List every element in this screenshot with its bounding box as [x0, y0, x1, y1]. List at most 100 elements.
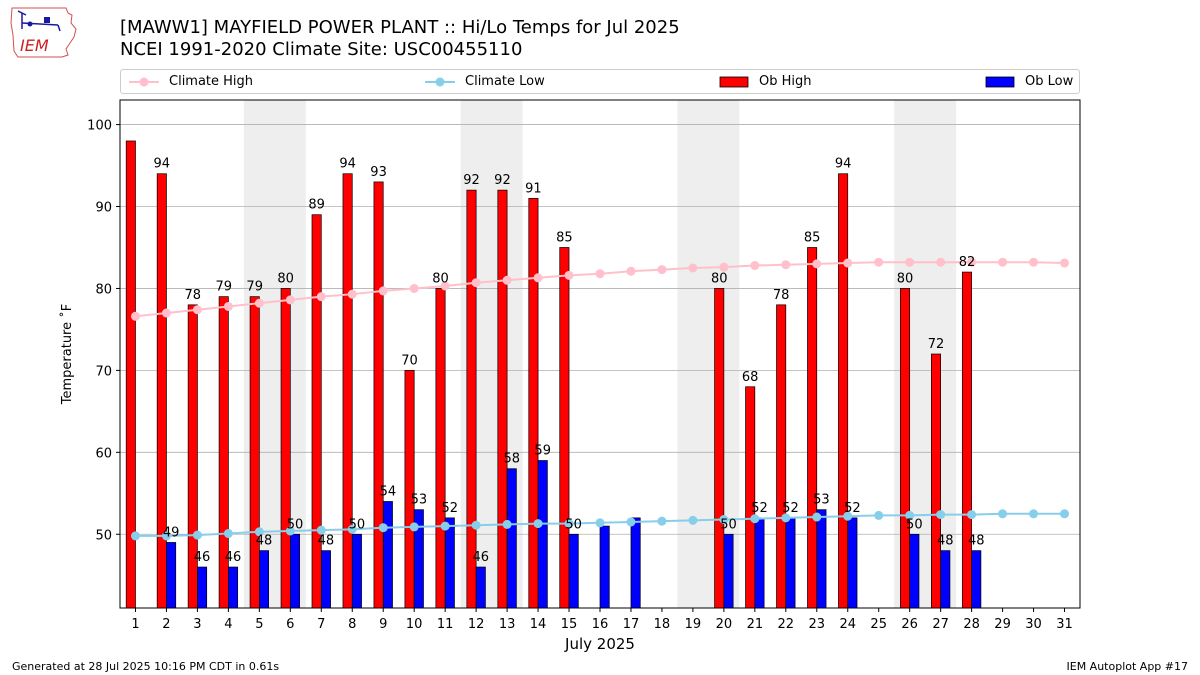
x-axis-label: July 2025 [564, 635, 635, 653]
x-tick-label: 11 [437, 617, 454, 632]
climate-high-point [998, 257, 1008, 267]
ob-high-label: 80 [711, 271, 728, 286]
grid-lines [120, 124, 1080, 535]
climate-low-point [626, 517, 636, 527]
ob-high-bar [931, 353, 941, 609]
x-tick-label: 25 [870, 617, 887, 632]
ob-low-label: 46 [473, 550, 490, 565]
x-tick-label: 17 [623, 617, 640, 632]
x-tick-label: 9 [379, 617, 387, 632]
ob-high-label: 92 [463, 173, 480, 188]
climate-high-point [223, 301, 233, 311]
climate-high-point [130, 311, 140, 321]
climate-low-point [130, 531, 140, 541]
ob-low-bar [909, 533, 920, 609]
ob-high-label: 91 [525, 181, 542, 196]
climate-low-point [967, 510, 977, 520]
ob-low-label: 49 [163, 525, 180, 540]
ob-low-label: 52 [751, 501, 768, 516]
x-tick-label: 19 [685, 617, 702, 632]
ob-low-bar [816, 509, 827, 609]
ob-high-bar [342, 173, 353, 609]
climate-low-point [1029, 509, 1039, 519]
climate-low-point [874, 510, 884, 520]
ob-high-bar-icon [719, 76, 749, 87]
ob-low-label: 52 [442, 501, 459, 516]
ob-low-bar [166, 542, 177, 609]
x-tick-label: 6 [286, 617, 294, 632]
ob-low-label: 50 [287, 517, 304, 532]
ob-low-label: 54 [380, 484, 397, 499]
ob-high-label: 85 [556, 230, 573, 245]
ob-high-label: 78 [773, 288, 790, 303]
ob-high-label: 94 [154, 157, 171, 172]
ob-high-bar [745, 386, 756, 609]
climate-high-point [1029, 257, 1039, 267]
climate-low-point [502, 519, 512, 529]
climate-low-point [564, 519, 574, 529]
climate-high-point [595, 269, 605, 279]
ob-high-label: 72 [928, 337, 945, 352]
climate-high-point [1060, 258, 1070, 268]
ob-low-label: 50 [906, 517, 923, 532]
app-id: IEM Autoplot App #17 [1066, 660, 1189, 673]
ob-low-label: 46 [225, 550, 242, 565]
climate-high-point [378, 286, 388, 296]
x-tick-label: 18 [654, 617, 671, 632]
ob-low-label: 50 [349, 517, 366, 532]
legend-label-climate-high: Climate High [169, 74, 254, 89]
x-tick-label: 30 [1025, 617, 1042, 632]
ob-low-bar [940, 550, 951, 609]
bar-value-labels: 94 49 78 46 79 46 79 48 80 50 89 48 94 50 93 54 70 53 80 52… [154, 157, 985, 565]
x-tick-label: 26 [901, 617, 918, 632]
climate-low-point [812, 512, 822, 522]
y-tick-label: 100 [87, 119, 112, 134]
ob-low-bar [537, 460, 548, 609]
ob-high-label: 80 [277, 271, 294, 286]
climate-high-point [347, 289, 357, 299]
ob-high-label: 79 [215, 280, 232, 295]
ob-low-label: 53 [813, 493, 830, 508]
ob-low-label: 52 [844, 501, 861, 516]
x-tick-label: 2 [162, 617, 170, 632]
ob-low-label: 48 [318, 534, 335, 549]
climate-high-point [564, 270, 574, 280]
ob-high-label: 92 [494, 173, 511, 188]
climate-high-point [750, 261, 760, 271]
ob-low-label: 46 [194, 550, 211, 565]
ob-low-bar [259, 550, 269, 609]
x-tick-label: 4 [224, 617, 232, 632]
x-tick-label: 5 [255, 617, 263, 632]
climate-low-point [657, 516, 667, 526]
ob-low-label: 52 [782, 501, 799, 516]
x-tick-label: 23 [809, 617, 826, 632]
ob-low-bar [568, 533, 579, 609]
chart-subtitle: NCEI 1991-2020 Climate Site: USC00455110 [120, 39, 523, 60]
ob-high-label: 93 [370, 165, 387, 180]
ob-low-bar [320, 550, 331, 609]
climate-low-point [719, 515, 729, 525]
ob-high-bar [466, 189, 477, 609]
climate-high-line-icon [129, 77, 159, 86]
ob-high-label: 79 [246, 280, 263, 295]
ob-high-bar [280, 288, 291, 609]
ob-low-label: 50 [720, 517, 737, 532]
ob-low-bar [444, 517, 455, 609]
x-tick-label: 10 [406, 617, 423, 632]
x-tick-label: 27 [932, 617, 949, 632]
x-tick-label: 20 [716, 617, 733, 632]
ob-low-label: 50 [565, 517, 582, 532]
climate-high-point [626, 266, 636, 276]
climate-high-point [874, 257, 884, 267]
ob-high-label: 85 [804, 230, 821, 245]
climate-lines [130, 257, 1070, 541]
y-tick-label: 70 [95, 364, 112, 379]
ob-high-bar [311, 214, 322, 609]
x-tick-label: 31 [1056, 617, 1073, 632]
climate-low-point [998, 509, 1008, 519]
weather-station-icon [17, 10, 61, 32]
climate-low-point [843, 511, 853, 521]
climate-high-point [254, 298, 264, 308]
climate-low-point [192, 530, 202, 540]
